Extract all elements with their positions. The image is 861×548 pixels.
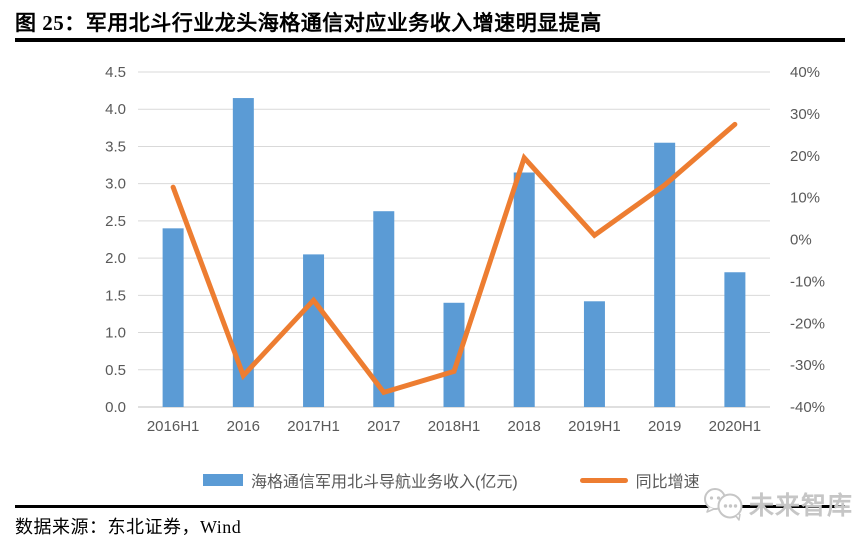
right-axis-tick-label: -10%	[790, 273, 825, 290]
x-axis-label-2017H1: 2017H1	[287, 418, 340, 435]
footer-divider	[15, 505, 845, 508]
left-axis-tick-label: 1.5	[105, 287, 126, 304]
legend-line-label: 同比增速	[635, 474, 700, 491]
x-axis-label-2018H1: 2018H1	[428, 418, 481, 435]
bar-2018	[513, 172, 535, 407]
bar-2016	[232, 98, 254, 408]
legend-bar-swatch	[203, 474, 243, 486]
left-axis-tick-label: 2.0	[105, 250, 126, 267]
bar-2020H1	[724, 272, 746, 407]
x-axis-label-2016: 2016	[227, 418, 260, 435]
watermark: 未来智库	[699, 486, 853, 522]
x-axis-label-2020H1: 2020H1	[709, 418, 762, 435]
bar-2019	[654, 142, 676, 407]
right-axis-tick-label: 0%	[790, 232, 812, 249]
left-axis-tick-label: 3.5	[105, 138, 126, 155]
right-axis-tick-label: 10%	[790, 190, 820, 207]
left-axis-tick-label: 1.0	[105, 325, 126, 342]
left-axis-tick-label: 4.5	[105, 64, 126, 81]
bar-2017	[373, 211, 395, 407]
bar-2018H1	[443, 302, 465, 407]
growth-line	[170, 121, 738, 396]
watermark-text: 未来智库	[748, 492, 853, 520]
bar-2017H1	[303, 254, 325, 407]
legend-line-swatch	[579, 477, 628, 483]
chart-legend: 海格通信军用北斗导航业务收入(亿元) 同比增速	[203, 468, 700, 492]
x-axis-label-2018: 2018	[508, 418, 541, 435]
right-axis-tick-label: -30%	[790, 357, 825, 374]
left-axis-tick-label: 3.0	[105, 176, 126, 193]
x-axis-label-2019: 2019	[648, 418, 681, 435]
x-axis-label-2019H1: 2019H1	[568, 418, 621, 435]
chat-bubbles-icon	[703, 488, 743, 521]
right-axis-tick-label: 40%	[790, 64, 820, 81]
x-axis-label-2016H1: 2016H1	[147, 418, 200, 435]
right-axis-tick-label: -40%	[790, 399, 825, 416]
bar-2019H1	[583, 301, 605, 407]
left-axis-tick-label: 2.5	[105, 213, 126, 230]
left-axis-tick-label: 4.0	[105, 101, 126, 118]
figure-title: 图 25：军用北斗行业龙头海格通信对应业务收入增速明显提高	[15, 11, 602, 35]
title-divider	[15, 38, 845, 42]
x-axis-label-2017: 2017	[367, 418, 400, 435]
right-axis-tick-label: 30%	[790, 106, 820, 123]
legend-bar-label: 海格通信军用北斗导航业务收入(亿元)	[251, 474, 518, 491]
left-axis-tick-label: 0.5	[105, 362, 126, 379]
source-note: 数据来源：东北证券，Wind	[15, 517, 242, 537]
right-axis-tick-label: 20%	[790, 148, 820, 165]
right-axis-tick-label: -20%	[790, 315, 825, 332]
bar-2016H1	[162, 228, 184, 407]
left-axis-tick-label: 0.0	[105, 399, 126, 416]
